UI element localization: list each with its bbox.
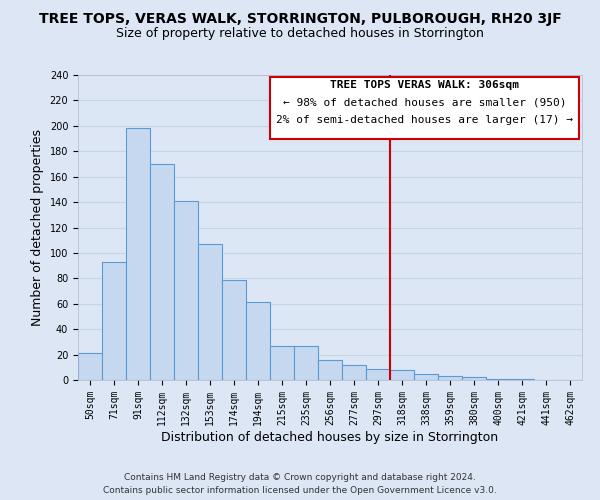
Text: Contains public sector information licensed under the Open Government Licence v3: Contains public sector information licen… (103, 486, 497, 495)
Y-axis label: Number of detached properties: Number of detached properties (31, 129, 44, 326)
Bar (270, 346, 294, 380)
Bar (486, 378, 510, 380)
Bar (126, 128, 150, 380)
Bar (222, 280, 246, 380)
Text: TREE TOPS VERAS WALK: 306sqm: TREE TOPS VERAS WALK: 306sqm (330, 80, 519, 90)
Text: TREE TOPS, VERAS WALK, STORRINGTON, PULBOROUGH, RH20 3JF: TREE TOPS, VERAS WALK, STORRINGTON, PULB… (38, 12, 562, 26)
Bar (342, 365, 366, 380)
Text: ← 98% of detached houses are smaller (950): ← 98% of detached houses are smaller (95… (283, 98, 566, 108)
Text: Size of property relative to detached houses in Storrington: Size of property relative to detached ho… (116, 28, 484, 40)
Bar (390, 370, 414, 380)
Bar (366, 368, 390, 380)
Bar (246, 302, 270, 380)
Bar (174, 201, 198, 380)
Bar (78, 354, 102, 380)
Bar (414, 374, 438, 380)
Bar (462, 378, 486, 380)
FancyBboxPatch shape (269, 76, 580, 139)
Text: 2% of semi-detached houses are larger (17) →: 2% of semi-detached houses are larger (1… (276, 116, 573, 126)
Bar (198, 244, 222, 380)
Bar (438, 376, 462, 380)
Bar (510, 378, 534, 380)
Bar (318, 360, 342, 380)
Bar (294, 346, 318, 380)
X-axis label: Distribution of detached houses by size in Storrington: Distribution of detached houses by size … (161, 430, 499, 444)
Bar (102, 262, 126, 380)
Text: Contains HM Land Registry data © Crown copyright and database right 2024.: Contains HM Land Registry data © Crown c… (124, 472, 476, 482)
Bar (150, 164, 174, 380)
